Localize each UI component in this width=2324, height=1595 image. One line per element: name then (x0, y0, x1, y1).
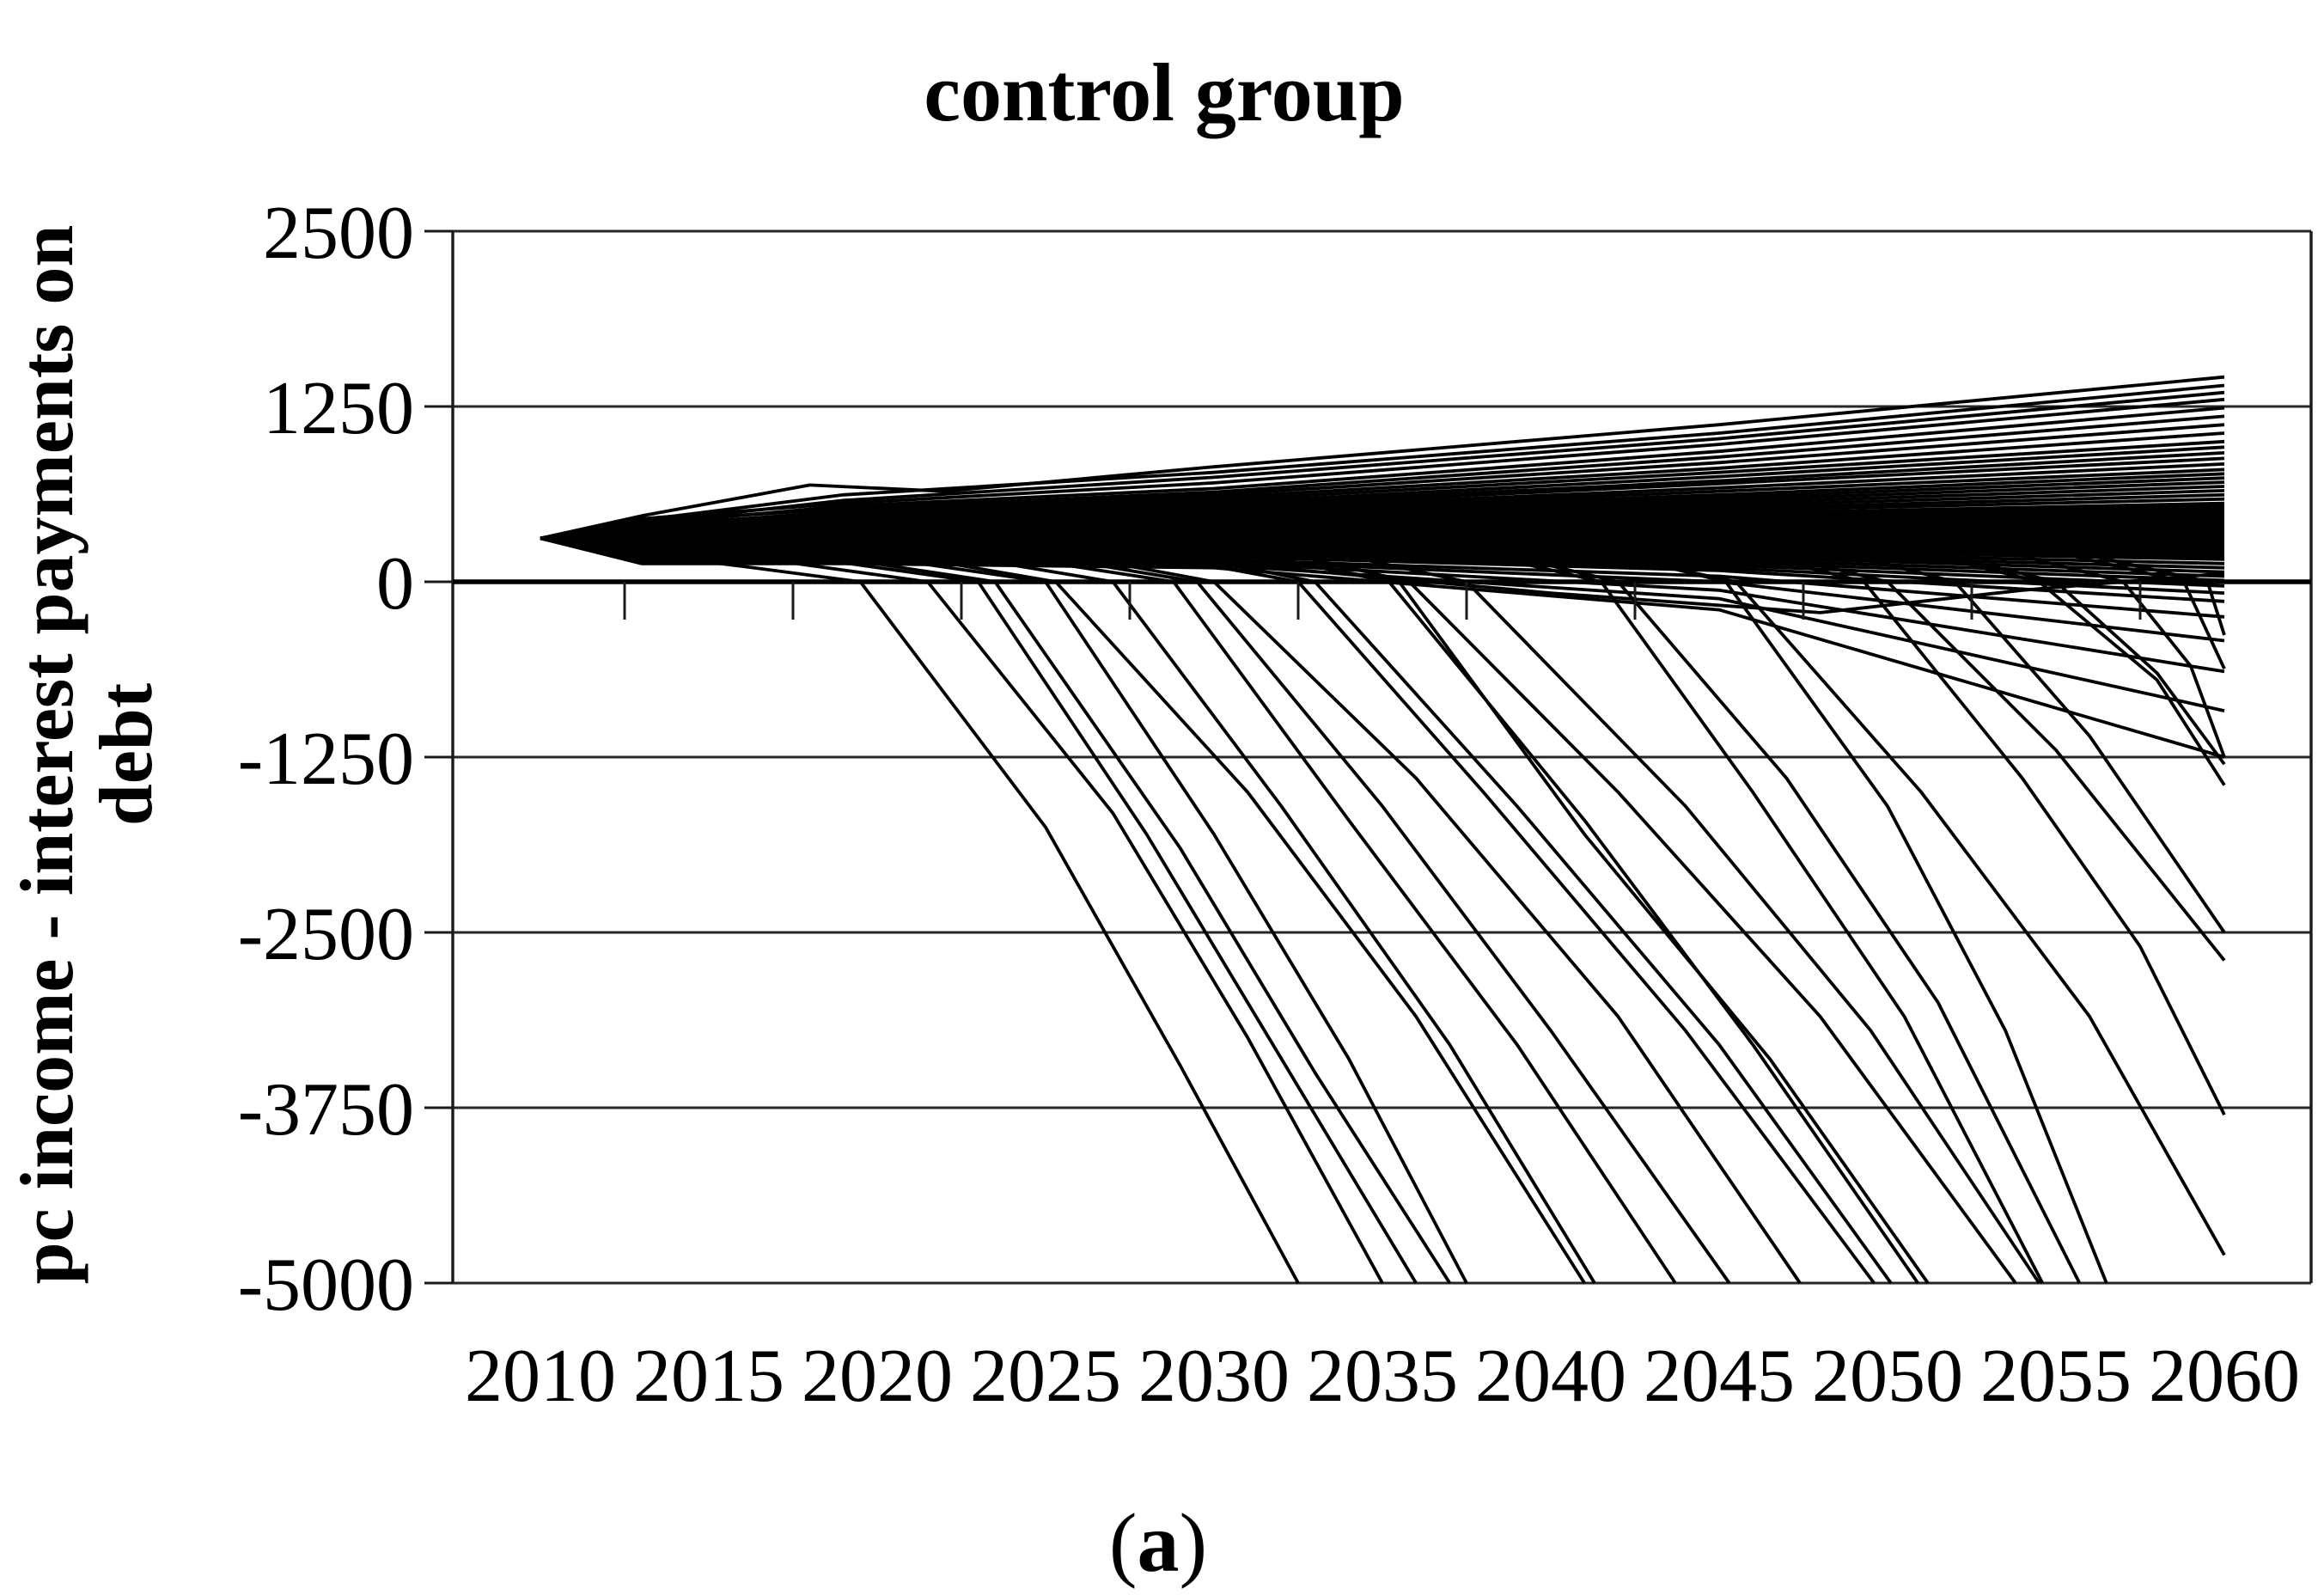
series-line (540, 536, 1384, 1284)
series-lines (540, 375, 2226, 1285)
caption-paren-open: ( (1109, 1497, 1138, 1590)
y-tick-label: -2500 (238, 893, 414, 976)
caption-paren-close: ) (1180, 1497, 1208, 1590)
series-line (540, 536, 1468, 1284)
series-line (540, 536, 2225, 614)
y-tick-label: -1250 (238, 718, 414, 801)
series-line (540, 535, 1586, 1285)
series-line (540, 527, 2226, 670)
series-line (540, 536, 1677, 1285)
y-axis-label-line2: debt (85, 683, 168, 826)
series-line (540, 414, 2225, 541)
series-line (540, 522, 2226, 962)
series-line (540, 529, 1876, 1285)
series-line (540, 519, 2226, 934)
x-tick-label: 2045 (1644, 1335, 1795, 1418)
y-tick-label: -3750 (238, 1068, 414, 1152)
series-line (540, 523, 2017, 1285)
series-line (540, 536, 1300, 1284)
series-line (540, 536, 2225, 759)
y-tick-label: -5000 (238, 1244, 414, 1327)
subfigure-caption: (a) (1109, 1497, 1207, 1590)
x-tick-label: 2050 (1812, 1335, 1963, 1418)
x-tick-label: 2015 (633, 1335, 784, 1418)
series-line (540, 527, 1919, 1285)
series-line (540, 516, 2226, 786)
series-line (540, 531, 1596, 1284)
series-line (540, 536, 1451, 1285)
x-tick-label: 2040 (1475, 1335, 1626, 1418)
series-line (540, 535, 1930, 1285)
series-line (540, 531, 2226, 636)
series-line (540, 525, 2040, 1285)
x-tick-label: 2035 (1307, 1335, 1458, 1418)
y-tick-labels: 2500 1250 0 -1250 -2500 -3750 -5000 (238, 192, 414, 1327)
x-tick-label: 2055 (1980, 1335, 2132, 1418)
x-tick-labels: 2010 2015 2020 2025 2030 2035 2040 2045 2050 2055… (465, 1335, 2300, 1418)
x-tick-label: 2060 (2149, 1335, 2300, 1418)
axes (424, 229, 2313, 1285)
x-tick-label: 2010 (465, 1335, 616, 1418)
x-tick-label: 2025 (970, 1335, 1121, 1418)
caption-letter: a (1138, 1497, 1180, 1590)
chart-title: control group (924, 46, 1404, 138)
series-line (540, 397, 2225, 541)
series-line (540, 523, 2226, 766)
y-tick-label: 0 (376, 542, 414, 626)
y-axis-label-line1: pc income - interest payments on (6, 225, 89, 1285)
y-tick-label: 2500 (263, 192, 414, 275)
x-tick-label: 2030 (1138, 1335, 1290, 1418)
y-tick-label: 1250 (263, 367, 414, 450)
series-line (540, 536, 1731, 1285)
x-tick-label: 2020 (802, 1335, 953, 1418)
series-line (540, 375, 2225, 541)
